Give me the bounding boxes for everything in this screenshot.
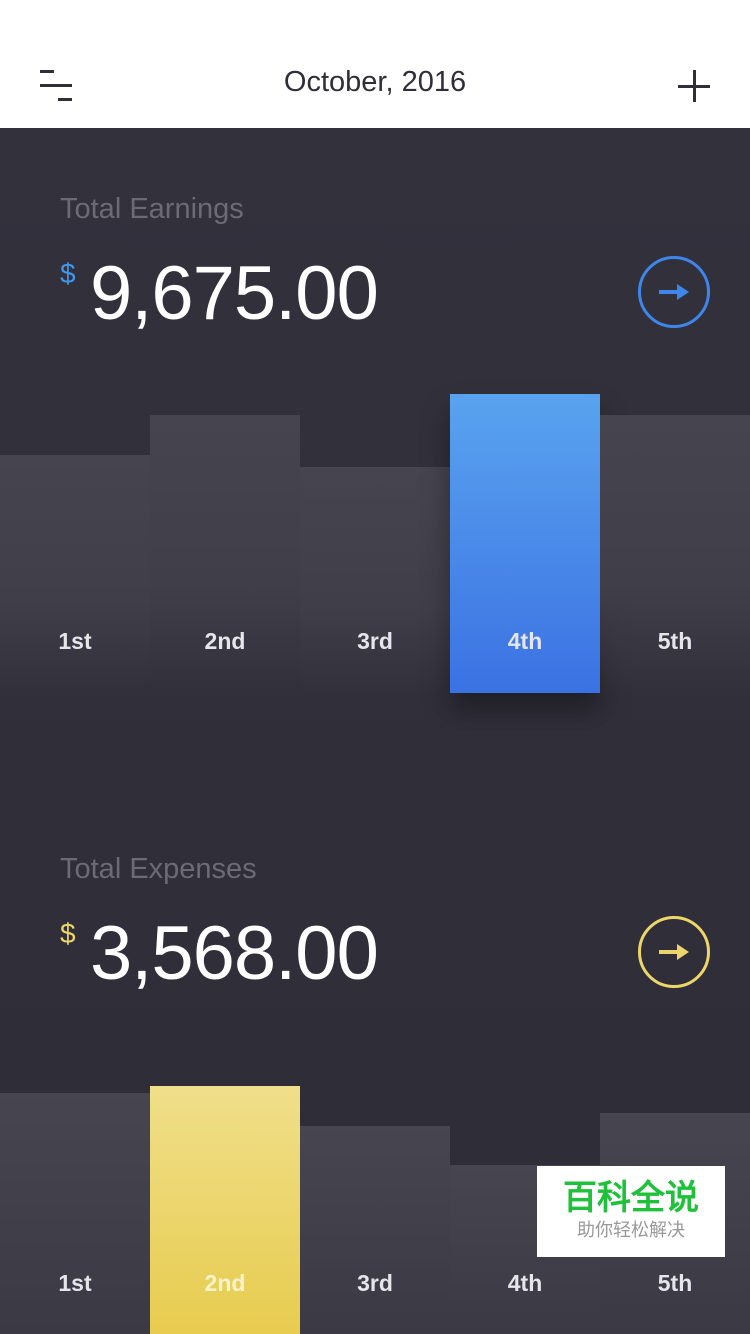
arrow-right-icon [659, 944, 689, 960]
bar-label: 4th [507, 1270, 543, 1296]
bar-label: 1st [58, 628, 92, 654]
bar-4th[interactable]: 4th [450, 394, 600, 693]
bar-3rd[interactable]: 3rd [300, 1125, 450, 1334]
bar-2nd[interactable]: 2nd [150, 1086, 300, 1334]
bar-label: 2nd [204, 628, 246, 654]
bar-3rd[interactable]: 3rd [300, 467, 450, 700]
watermark-logo: 百科全说 助你轻松解决 [537, 1166, 725, 1257]
bar-1st[interactable]: 1st [0, 455, 150, 700]
earnings-chart: 1st 2nd 3rd 4th 5th [0, 394, 750, 700]
bar-label: 3rd [357, 1270, 393, 1296]
expenses-amount: 3,568.00 [90, 911, 379, 996]
watermark-title: 百科全说 [563, 1179, 699, 1217]
plus-icon[interactable] [678, 70, 710, 102]
earnings-label: Total Earnings [60, 193, 244, 225]
arrow-right-icon [659, 284, 689, 300]
earnings-currency: $ [60, 258, 76, 289]
expenses-details-button[interactable] [638, 916, 710, 988]
menu-icon[interactable] [40, 70, 72, 102]
bar-label: 4th [507, 628, 543, 654]
earnings-details-button[interactable] [638, 256, 710, 328]
bar-1st[interactable]: 1st [0, 1093, 150, 1334]
bar-2nd[interactable]: 2nd [150, 415, 300, 700]
bar-5th[interactable]: 5th [600, 415, 750, 700]
bar-label: 2nd [204, 1270, 246, 1296]
expenses-label: Total Expenses [60, 853, 257, 885]
bar-label: 5th [657, 628, 693, 654]
bar-label: 1st [58, 1270, 92, 1296]
expenses-currency: $ [60, 918, 76, 949]
top-bar: October, 2016 [0, 0, 750, 128]
bar-label: 5th [657, 1270, 693, 1296]
bar-label: 3rd [357, 628, 393, 654]
watermark-subtitle: 助你轻松解决 [577, 1220, 685, 1240]
page-title: October, 2016 [283, 66, 467, 98]
earnings-amount: 9,675.00 [90, 251, 379, 336]
